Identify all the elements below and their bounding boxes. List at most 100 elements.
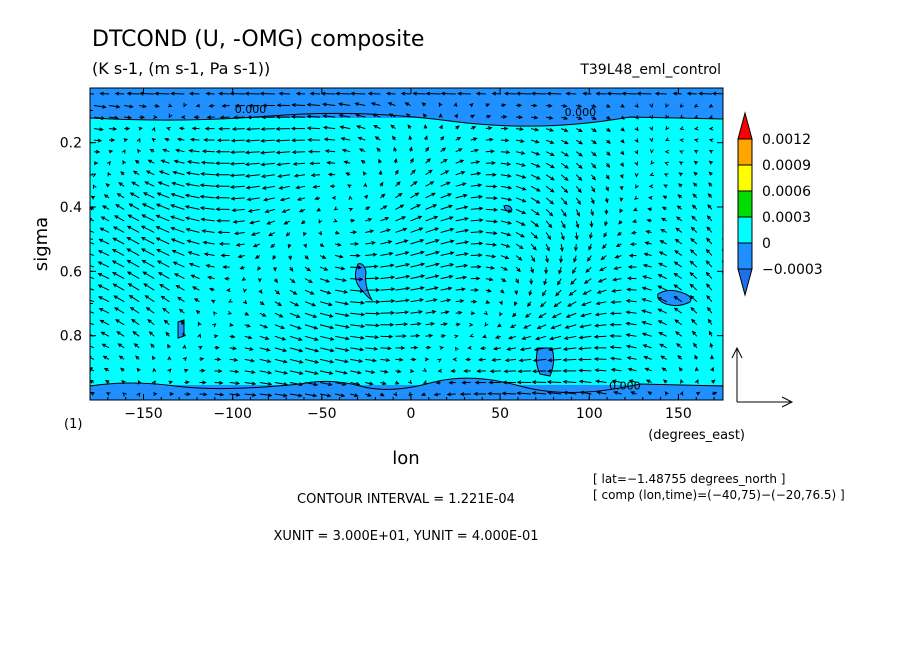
wind-vector-head	[245, 138, 250, 143]
wind-vector-head	[195, 309, 201, 315]
wind-vector	[395, 239, 408, 245]
wind-vector	[690, 307, 698, 314]
wind-vector	[455, 288, 465, 291]
wind-vector-head	[535, 211, 540, 216]
wind-vector	[502, 392, 517, 395]
wind-vector	[455, 183, 466, 187]
wind-vector-head	[108, 149, 114, 154]
wind-vector	[563, 381, 577, 383]
wind-vector-head	[449, 227, 455, 232]
wind-vector	[530, 185, 540, 192]
wind-vector-head	[342, 382, 347, 387]
wind-vector-head	[233, 115, 238, 120]
wind-vector-head	[335, 91, 340, 96]
wind-vector	[470, 172, 481, 176]
wind-vector	[289, 393, 302, 397]
wind-vector-head	[478, 253, 483, 258]
wind-vector-head	[578, 335, 584, 340]
wind-vector-head	[374, 264, 379, 269]
wind-vector	[410, 287, 424, 291]
wind-vector-head	[316, 207, 321, 212]
wind-vector	[643, 344, 652, 349]
wind-vector-head	[504, 358, 510, 363]
wind-vector	[335, 358, 348, 363]
wind-vector-head	[112, 226, 118, 231]
wind-vector	[401, 93, 411, 95]
wind-vector-head	[596, 290, 602, 294]
wind-vector-head	[136, 367, 141, 373]
wind-vector-head	[104, 380, 110, 384]
wind-vector	[114, 307, 125, 314]
wind-vector-head	[662, 195, 668, 200]
wind-vector	[642, 310, 652, 314]
wind-vector	[100, 93, 110, 95]
wind-vector-head	[343, 370, 348, 375]
wind-vector-head	[185, 182, 190, 187]
wind-vector-head	[367, 217, 373, 222]
wind-vector-head	[433, 215, 439, 220]
wind-vector-head	[595, 301, 601, 306]
wind-vector	[515, 185, 526, 191]
wind-vector-head	[419, 298, 425, 303]
wind-vector-head	[397, 369, 402, 374]
wind-vector	[365, 358, 376, 362]
wind-vector-head	[555, 292, 560, 297]
wind-vector-head	[708, 103, 714, 108]
wind-vector-head	[140, 237, 146, 241]
wind-vector-head	[592, 116, 597, 120]
wind-vector	[131, 181, 140, 187]
wind-vector	[706, 295, 713, 303]
wind-vector-head	[425, 91, 431, 96]
wind-vector-head	[707, 193, 712, 198]
wind-vector	[244, 358, 254, 362]
wind-vector	[410, 216, 422, 222]
wind-vector-head	[611, 288, 616, 293]
wind-vector-head	[282, 348, 288, 353]
wind-vector-head	[357, 136, 362, 141]
wind-vector-head	[528, 291, 533, 297]
wind-vector-head	[455, 125, 460, 130]
wind-vector-head	[345, 336, 350, 341]
wind-vector	[159, 170, 170, 176]
wind-vector-head	[501, 391, 507, 396]
wind-vector	[289, 324, 301, 330]
wind-vector-head	[131, 181, 136, 186]
wind-vector-head	[172, 170, 177, 175]
wind-vector-head	[375, 311, 381, 316]
wind-vector-head	[203, 392, 208, 397]
wind-vector	[659, 343, 667, 349]
wind-vector-head	[266, 347, 271, 352]
wind-vector-head	[414, 192, 420, 197]
wind-vector	[691, 227, 698, 233]
wind-vector-head	[177, 296, 182, 301]
wind-vector-head	[218, 91, 223, 96]
wind-vector-head	[115, 104, 121, 109]
wind-vector	[690, 249, 698, 256]
wind-vector-head	[493, 219, 499, 224]
wind-vector-head	[172, 261, 178, 266]
wind-vector	[485, 266, 494, 269]
wind-vector-head	[547, 358, 552, 363]
wind-vector-head	[280, 325, 286, 330]
wind-vector	[335, 393, 345, 397]
wind-vector-head	[291, 279, 296, 284]
wind-vector-head	[586, 257, 591, 262]
wind-vector-head	[610, 300, 615, 305]
wind-vector	[689, 272, 698, 279]
wind-vector-head	[674, 250, 679, 255]
wind-vector-head	[186, 239, 191, 244]
wind-vector	[560, 209, 567, 217]
wind-vector-head	[227, 310, 233, 315]
wind-vector	[530, 232, 538, 239]
wind-vector-head	[359, 347, 365, 352]
wind-vector	[395, 299, 409, 303]
wind-vector-head	[344, 301, 350, 306]
wind-vector-head	[323, 267, 329, 271]
wind-vector-head	[398, 192, 403, 197]
wind-vector-head	[446, 181, 451, 186]
wind-vector-head	[521, 163, 527, 167]
wind-vector	[127, 225, 140, 233]
wind-vector-head	[202, 240, 208, 245]
wind-vector	[112, 249, 125, 256]
wind-vector	[724, 183, 727, 186]
